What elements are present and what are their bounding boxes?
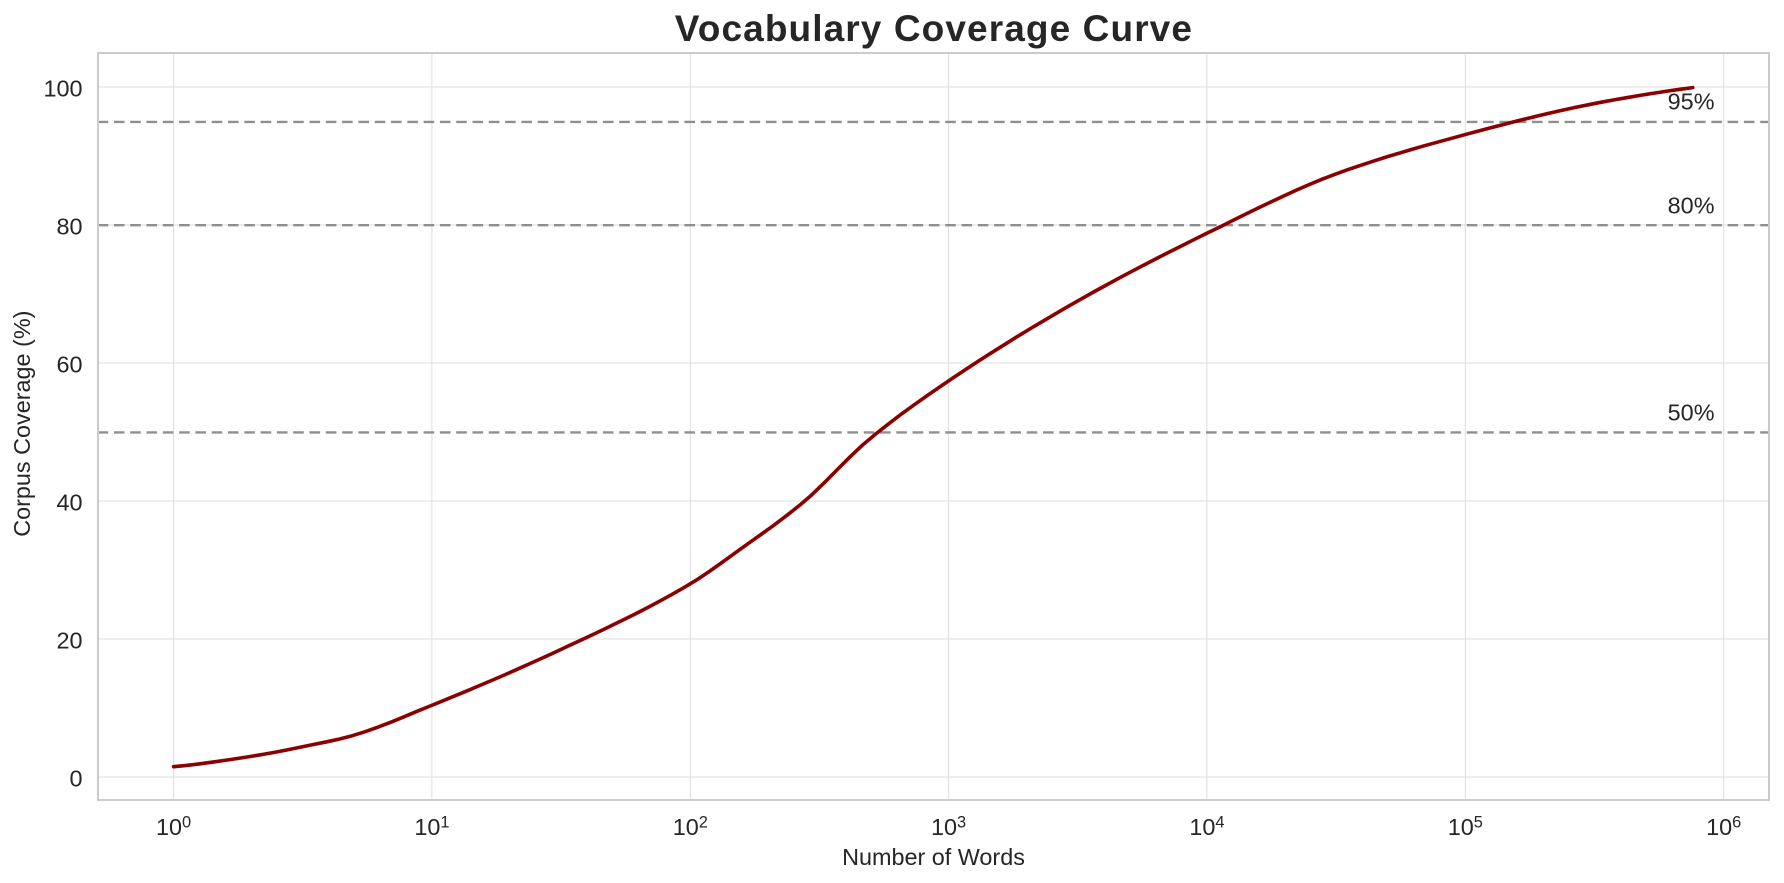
svg-text:20: 20 [56, 628, 82, 654]
svg-text:Number of Words: Number of Words [842, 844, 1025, 870]
svg-text:100: 100 [43, 76, 82, 102]
svg-text:40: 40 [56, 490, 82, 516]
svg-text:0: 0 [69, 766, 82, 792]
svg-text:50%: 50% [1668, 400, 1715, 426]
svg-text:Vocabulary Coverage Curve: Vocabulary Coverage Curve [675, 8, 1193, 49]
svg-text:80%: 80% [1668, 192, 1715, 218]
svg-text:95%: 95% [1668, 88, 1715, 114]
svg-text:80: 80 [56, 214, 82, 240]
svg-text:Corpus Coverage (%): Corpus Coverage (%) [9, 311, 35, 537]
svg-text:60: 60 [56, 352, 82, 378]
